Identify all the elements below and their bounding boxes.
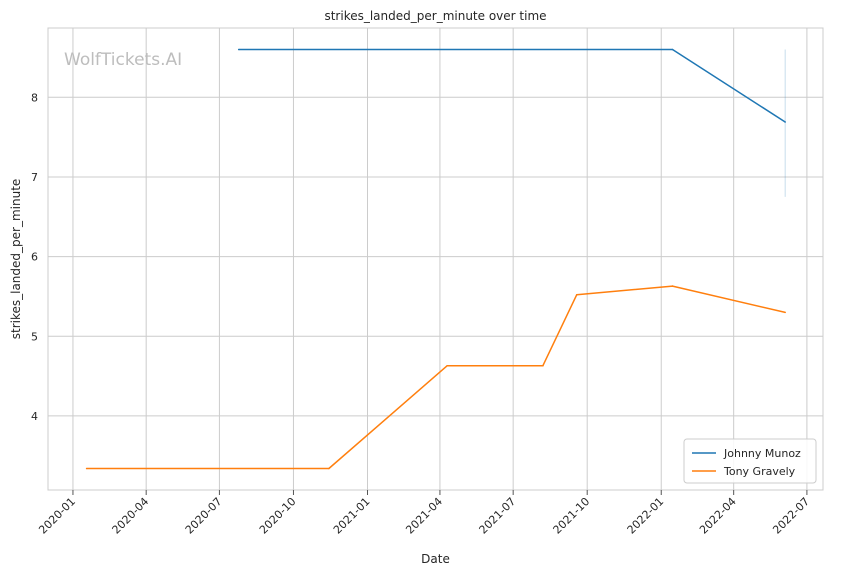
- error-band: [784, 49, 786, 197]
- data-point: [671, 48, 674, 51]
- y-tick-label: 4: [31, 410, 38, 423]
- grid: [48, 28, 823, 490]
- data-point: [784, 121, 786, 123]
- y-axis-ticks: 4 5 6 7 8: [31, 91, 38, 423]
- legend-label-2: Tony Gravely: [723, 465, 796, 478]
- error-band-1: [784, 49, 786, 197]
- data-point: [542, 364, 544, 367]
- data-point: [446, 364, 448, 367]
- watermark-text: WolfTickets.AI: [64, 50, 182, 70]
- data-point: [328, 467, 330, 470]
- data-point: [237, 48, 240, 51]
- data-point: [85, 467, 88, 470]
- y-tick-label: 8: [31, 91, 38, 104]
- y-tick-label: 6: [31, 251, 38, 264]
- legend-label-1: Johnny Munoz: [723, 447, 801, 460]
- data-point: [575, 294, 578, 296]
- series-lines: [85, 48, 786, 470]
- y-axis-label: strikes_landed_per_minute: [9, 179, 23, 340]
- chart-title: strikes_landed_per_minute over time: [324, 9, 546, 23]
- x-axis-label: Date: [421, 552, 450, 566]
- legend-box: [683, 438, 817, 484]
- y-tick-label: 7: [31, 171, 38, 184]
- data-point: [671, 285, 674, 287]
- plot-area-border: [47, 27, 824, 491]
- data-point: [784, 311, 786, 314]
- y-tick-label: 5: [31, 330, 38, 343]
- legend: Johnny Munoz Tony Gravely: [683, 438, 817, 484]
